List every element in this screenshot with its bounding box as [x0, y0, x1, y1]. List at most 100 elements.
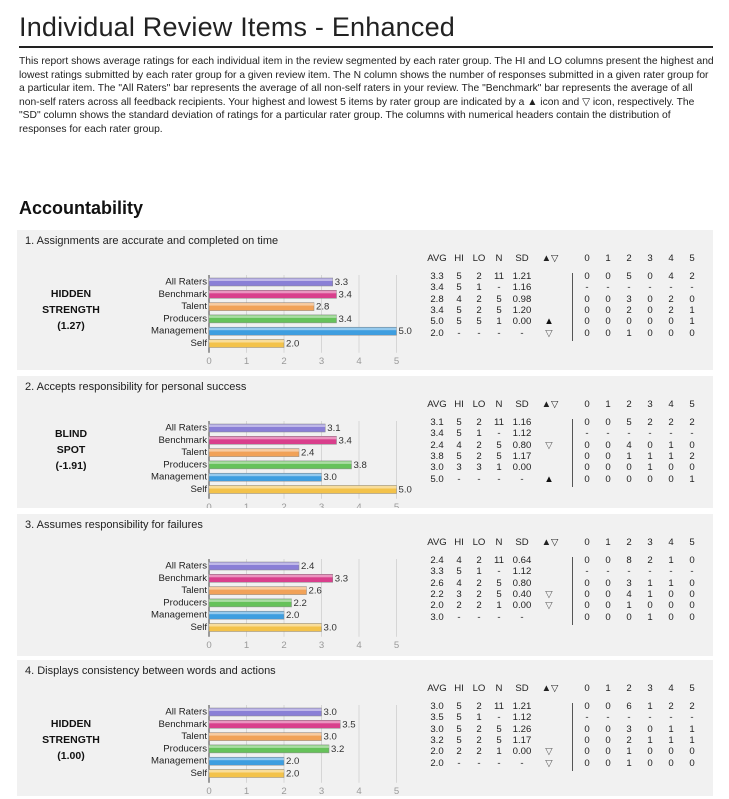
column-header: SD — [515, 683, 529, 694]
table-cell: - — [669, 712, 673, 724]
column-header: 3 — [647, 537, 653, 548]
bar-highlight — [209, 574, 333, 578]
table-cell: 1 — [668, 734, 674, 746]
table-cell: 3.4 — [430, 428, 444, 440]
table-cell: 1 — [476, 566, 482, 578]
column-header: LO — [472, 683, 486, 694]
table-cell: 3.0 — [430, 723, 444, 735]
table-cell: 0 — [584, 450, 590, 462]
bar-value-label: 2.6 — [309, 586, 322, 597]
table-cell: 1 — [647, 701, 653, 712]
table-cell: 2 — [689, 701, 695, 712]
table-cell: 0 — [689, 588, 695, 600]
table-cell: 0 — [584, 417, 590, 428]
table-cell: 0 — [647, 723, 653, 735]
column-header: SD — [515, 253, 529, 264]
column-header: 5 — [689, 253, 695, 264]
table-cell: - — [627, 428, 631, 440]
bar — [208, 610, 285, 620]
bar — [208, 720, 341, 729]
table-cell: 4 — [626, 439, 632, 451]
table-cell: 1.12 — [512, 428, 532, 440]
table-cell: 0 — [647, 757, 653, 769]
table-cell: 2 — [668, 417, 674, 428]
table-cell: 2 — [626, 734, 632, 746]
review-item-3: 3. Assumes responsibility for failures Al… — [17, 514, 713, 656]
section-heading: Accountability — [19, 198, 144, 218]
column-header: 1 — [605, 537, 611, 548]
table-cell: - — [606, 712, 610, 724]
bar-value-label: 3.3 — [335, 573, 348, 584]
bar — [208, 326, 397, 336]
table-cell: 2 — [476, 304, 482, 316]
table-cell: 5 — [456, 734, 462, 746]
bar-value-label: 2.4 — [301, 448, 315, 459]
item-category-label: HIDDEN STRENGTH (1.00) — [29, 716, 113, 764]
table-cell: 4 — [456, 439, 462, 451]
table-cell: 0 — [689, 293, 695, 305]
column-header: N — [495, 537, 503, 548]
table-cell: 2 — [456, 746, 462, 758]
table-cell: 0.80 — [512, 577, 532, 589]
review-item-4: 4. Displays consistency between words an… — [17, 660, 713, 796]
table-cell: 5 — [496, 588, 502, 600]
bar — [208, 302, 315, 311]
table-cell: - — [477, 327, 481, 339]
bar-value-label: 3.0 — [324, 623, 337, 634]
table-cell: 1 — [647, 462, 653, 474]
bar-value-label: 3.3 — [335, 277, 348, 288]
table-cell: 5 — [626, 417, 632, 428]
table-cell: 0 — [605, 316, 611, 328]
table-cell: - — [457, 473, 461, 485]
table-cell: 2 — [476, 555, 482, 566]
table-cell: 5 — [456, 701, 462, 712]
table-cell: 5 — [456, 316, 462, 328]
column-header: HI — [454, 537, 464, 548]
table-cell: 0 — [689, 462, 695, 474]
table-cell: 0 — [605, 746, 611, 758]
table-cell: 0 — [584, 746, 590, 758]
table-cell: 0 — [668, 327, 674, 339]
table-cell: 2.0 — [430, 327, 444, 339]
x-tick-label: 4 — [356, 786, 362, 796]
table-cell: 1 — [668, 723, 674, 735]
item-bar-chart: All Raters 2.4 Benchmark 3.3 Talent 2.6 Produc… — [151, 559, 399, 651]
table-cell: 0 — [584, 271, 590, 282]
table-cell: - — [520, 327, 524, 339]
table-cell: 2 — [476, 588, 482, 600]
column-header: ▲▽ — [541, 683, 559, 694]
table-cell: 1 — [626, 746, 632, 758]
table-cell: 1 — [626, 327, 632, 339]
bar-highlight — [209, 486, 397, 489]
table-cell: 1 — [476, 282, 482, 294]
column-header: 3 — [647, 253, 653, 264]
bar — [208, 448, 300, 457]
table-cell: 2.2 — [430, 588, 444, 600]
table-cell: - — [457, 327, 461, 339]
x-tick-label: 3 — [319, 356, 324, 367]
table-cell: 2 — [668, 293, 674, 305]
table-cell: 5 — [456, 450, 462, 462]
table-cell: 0 — [605, 417, 611, 428]
table-cell: 0 — [605, 757, 611, 769]
table-cell: 0 — [647, 746, 653, 758]
column-header: SD — [515, 399, 529, 410]
table-cell: 0 — [584, 577, 590, 589]
bar-label: Self — [190, 338, 207, 349]
bar-highlight — [209, 770, 284, 773]
table-cell: 2 — [647, 555, 653, 566]
table-cell: 5.0 — [430, 473, 444, 485]
table-cell: 1 — [668, 439, 674, 451]
item-title: 1. Assignments are accurate and complete… — [25, 235, 279, 247]
table-cell: 0 — [605, 611, 611, 623]
table-cell: 2 — [476, 271, 482, 282]
bar-label: Producers — [163, 313, 207, 324]
table-cell: 3.2 — [430, 734, 444, 746]
category-label-line: (1.27) — [57, 320, 85, 332]
table-cell: 5 — [456, 723, 462, 735]
table-cell: 0 — [584, 462, 590, 474]
table-cell: 3.4 — [430, 304, 444, 316]
item-bar-chart: All Raters 3.3 Benchmark 3.4 Talent 2.8 Produc… — [151, 275, 412, 367]
table-cell: 11 — [494, 701, 504, 712]
table-cell: 4 — [456, 293, 462, 305]
